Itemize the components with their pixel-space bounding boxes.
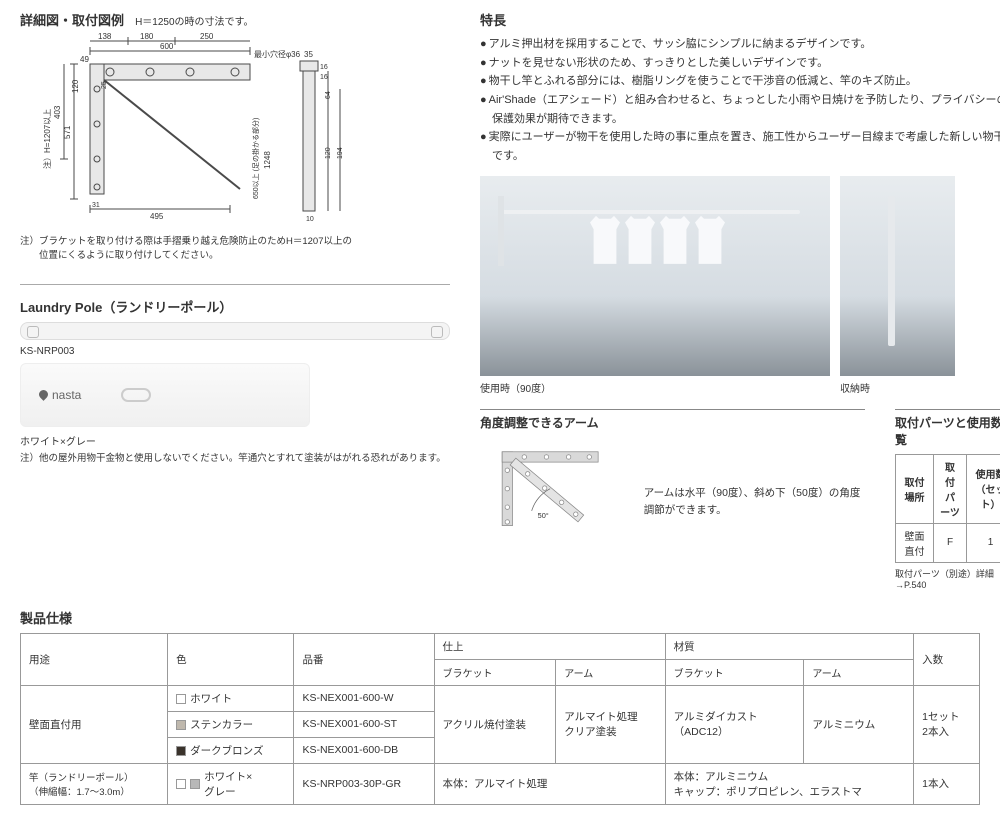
svg-text:16: 16 bbox=[320, 74, 328, 81]
svg-text:194: 194 bbox=[337, 147, 344, 159]
photo-caption: 使用時（90度） bbox=[480, 380, 830, 395]
th-code: 品番 bbox=[294, 633, 434, 685]
swatch-icon bbox=[176, 720, 186, 730]
technical-diagram: 600 138 180 250 最小穴径φ36 49 120 403 571 2… bbox=[20, 29, 400, 229]
parts-header: 取付 パーツ bbox=[934, 454, 967, 523]
td-color: ホワイト bbox=[168, 685, 294, 711]
svg-text:403: 403 bbox=[53, 105, 62, 119]
pole-illustration bbox=[20, 322, 450, 340]
nasta-product-image: nasta bbox=[20, 363, 310, 427]
diagram-title: 詳細図・取付図例 H＝1250の時の寸法です。 bbox=[20, 10, 450, 29]
angle-title: 角度調整できるアーム bbox=[480, 414, 865, 431]
photo-caption: 収納時 bbox=[840, 380, 955, 395]
swatch-icon bbox=[176, 746, 186, 756]
th-finish: 仕上 bbox=[434, 633, 665, 659]
th-arm: アーム bbox=[804, 659, 914, 685]
parts-note: 取付パーツ（別途）詳細→P.540 bbox=[895, 567, 1000, 590]
svg-text:571: 571 bbox=[63, 125, 72, 139]
td-mat-bracket: アルミダイカスト （ADC12） bbox=[665, 685, 804, 763]
td-use: 竿（ランドリーポール） （伸縮幅：1.7～3.0m） bbox=[21, 763, 168, 804]
td-mat-arm: アルミニウム bbox=[804, 685, 914, 763]
svg-text:650以上 (足の掛かる部分): 650以上 (足の掛かる部分) bbox=[251, 118, 260, 199]
td-color: ステンカラー bbox=[168, 711, 294, 737]
th-arm: アーム bbox=[556, 659, 665, 685]
parts-table: 取付場所 取付 パーツ 使用数 （セット） 壁面直付 F 1 bbox=[895, 454, 1000, 563]
photo-stored bbox=[840, 176, 955, 376]
td-code: KS-NRP003-30P-GR bbox=[294, 763, 434, 804]
svg-text:16: 16 bbox=[320, 64, 328, 71]
diagram-note: 注）ブラケットを取り付ける際は手摺乗り越え危険防止のためH＝1207以上の 位置… bbox=[20, 235, 450, 264]
feature-item: ナットを見せない形状のため、すっきりとした美しいデザインです。 bbox=[480, 54, 1000, 73]
spec-title: 製品仕様 bbox=[20, 608, 980, 627]
th-use: 用途 bbox=[21, 633, 168, 685]
parts-header: 取付場所 bbox=[896, 454, 934, 523]
td-code: KS-NEX001-600-DB bbox=[294, 737, 434, 763]
nasta-logo: nasta bbox=[39, 388, 81, 402]
td-color: ダークブロンズ bbox=[168, 737, 294, 763]
color-label: ホワイト×グレー bbox=[20, 433, 450, 448]
swatch-icon bbox=[190, 779, 200, 789]
svg-text:138: 138 bbox=[98, 32, 112, 41]
spec-table: 用途 色 品番 仕上 材質 入数 ブラケット アーム ブラケット アーム 壁面直… bbox=[20, 633, 980, 805]
svg-text:600: 600 bbox=[160, 42, 174, 51]
th-qty: 入数 bbox=[914, 633, 980, 685]
th-color: 色 bbox=[168, 633, 294, 685]
svg-text:25: 25 bbox=[101, 81, 108, 89]
svg-text:250: 250 bbox=[200, 32, 214, 41]
svg-text:10: 10 bbox=[306, 216, 314, 223]
features-list: アルミ押出材を採用することで、サッシ脇にシンプルに納まるデザインです。 ナットを… bbox=[480, 35, 1000, 166]
td-color: ホワイト× グレー bbox=[168, 763, 294, 804]
td-finish-arm: アルマイト処理 クリア塗装 bbox=[556, 685, 665, 763]
feature-item: アルミ押出材を採用することで、サッシ脇にシンプルに納まるデザインです。 bbox=[480, 35, 1000, 54]
angle-diagram: 50° bbox=[480, 437, 628, 567]
td-qty: 1本入 bbox=[914, 763, 980, 804]
td-code: KS-NEX001-600-ST bbox=[294, 711, 434, 737]
parts-cell: 1 bbox=[966, 523, 1000, 562]
divider bbox=[20, 284, 450, 285]
svg-text:495: 495 bbox=[150, 212, 164, 221]
svg-text:最小穴径φ36: 最小穴径φ36 bbox=[254, 49, 301, 59]
td-finish-bracket: アクリル焼付塗装 bbox=[434, 685, 556, 763]
model-code: KS-NRP003 bbox=[20, 346, 450, 357]
svg-text:49: 49 bbox=[80, 55, 89, 64]
parts-title: 取付パーツと使用数一覧 bbox=[895, 414, 1000, 448]
laundry-title: Laundry Pole（ランドリーポール） bbox=[20, 297, 450, 316]
td-material: 本体：アルミニウム キャップ：ポリプロピレン、エラストマ bbox=[665, 763, 913, 804]
svg-text:注）H=1207以上: 注）H=1207以上 bbox=[42, 109, 52, 169]
angle-text: アームは水平（90度）、斜め下（50度）の角度調節ができます。 bbox=[644, 485, 865, 519]
swatch-icon bbox=[176, 694, 186, 704]
svg-text:31: 31 bbox=[92, 202, 100, 209]
swatch-icon bbox=[176, 779, 186, 789]
th-bracket: ブラケット bbox=[665, 659, 804, 685]
svg-text:180: 180 bbox=[140, 32, 154, 41]
svg-text:35: 35 bbox=[304, 50, 313, 59]
feature-item: Air'Shade（エアシェード）と組み合わせると、ちょっとした小雨や日焼けを予… bbox=[480, 91, 1000, 128]
td-finish: 本体：アルマイト処理 bbox=[434, 763, 665, 804]
photo-in-use bbox=[480, 176, 830, 376]
features-title: 特長 bbox=[480, 10, 1000, 29]
feature-item: 実際にユーザーが物干を使用した時の事に重点を置き、施工性からユーザー目線まで考慮… bbox=[480, 128, 1000, 165]
td-use: 壁面直付用 bbox=[21, 685, 168, 763]
svg-text:64: 64 bbox=[325, 91, 332, 99]
td-qty: 1セット 2本入 bbox=[914, 685, 980, 763]
laundry-note: 注）他の屋外用物干金物と使用しないでください。竿通穴とすれて塗装がはがれる恐れが… bbox=[20, 452, 450, 466]
svg-text:50°: 50° bbox=[538, 511, 549, 520]
parts-header: 使用数 （セット） bbox=[966, 454, 1000, 523]
th-bracket: ブラケット bbox=[434, 659, 556, 685]
svg-text:120: 120 bbox=[71, 79, 80, 93]
svg-text:120: 120 bbox=[325, 147, 332, 159]
td-code: KS-NEX001-600-W bbox=[294, 685, 434, 711]
parts-cell: 壁面直付 bbox=[896, 523, 934, 562]
svg-text:1248: 1248 bbox=[263, 151, 272, 169]
feature-item: 物干し竿とふれる部分には、樹脂リングを使うことで干渉音の低減と、竿のキズ防止。 bbox=[480, 72, 1000, 91]
th-material: 材質 bbox=[665, 633, 913, 659]
parts-cell: F bbox=[934, 523, 967, 562]
slot-icon bbox=[121, 388, 151, 402]
